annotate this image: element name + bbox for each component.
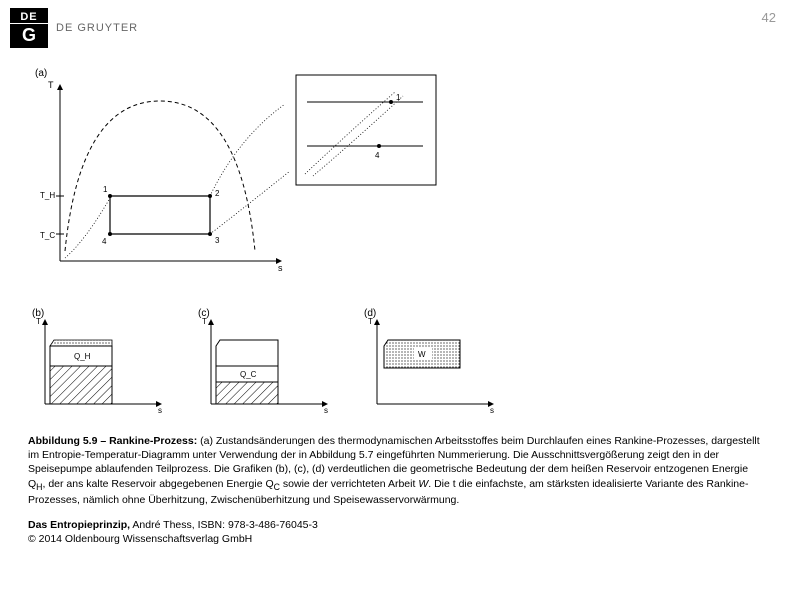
- plot-c-x-label: s: [324, 406, 328, 415]
- plot-d-x-label: s: [490, 406, 494, 415]
- caption-lead: Abbildung 5.9 – Rankine-Prozess:: [28, 435, 197, 447]
- point-3-label: 3: [215, 236, 220, 245]
- plot-b: (b) T s Q_H: [30, 306, 170, 416]
- plot-a-ytick-tc: T_C: [40, 231, 55, 240]
- caption-w-var: W: [418, 478, 428, 490]
- dotted-curve-3: [210, 171, 290, 234]
- point-4: [108, 232, 112, 236]
- plot-row: (b) T s Q_H (c) T s Q_C (d): [30, 306, 502, 416]
- inset-border: [296, 75, 436, 185]
- plot-a-y-label: T: [48, 80, 54, 90]
- plot-a-dome: [65, 101, 255, 251]
- plot-a-inset: 1 4: [295, 74, 440, 189]
- book-copyright: © 2014 Oldenbourg Wissenschaftsverlag Gm…: [28, 533, 252, 545]
- point-1-label: 1: [103, 185, 108, 194]
- plot-a: (a) T s T_H T_C 1 2 3 4: [30, 66, 290, 276]
- plot-a-label: (a): [35, 68, 47, 79]
- book-author: André Thess, ISBN: 978-3-486-76045-3: [130, 519, 318, 531]
- plot-d-w-label: W: [418, 350, 426, 359]
- plot-b-qh-label: Q_H: [74, 352, 91, 361]
- inset-dotted-2: [313, 96, 403, 176]
- plot-c-qc-label: Q_C: [240, 370, 257, 379]
- book-title: Das Entropieprinzip,: [28, 519, 130, 531]
- plot-b-x-label: s: [158, 406, 162, 415]
- plot-d-y-label: T: [368, 317, 373, 326]
- inset-point-1-label: 1: [396, 93, 401, 102]
- publisher-name: DE GRUYTER: [56, 22, 138, 34]
- plot-c-top-box: [216, 340, 278, 366]
- inset-point-4-label: 4: [375, 151, 380, 160]
- plot-a-ytick-th: T_H: [40, 191, 55, 200]
- inset-point-4: [377, 144, 381, 148]
- caption-body-2: , der ans kalte Reservoir abgegebenen En…: [43, 478, 274, 490]
- figure-caption: Abbildung 5.9 – Rankine-Prozess: (a) Zus…: [28, 434, 766, 508]
- figure-container: (a) T s T_H T_C 1 2 3 4: [30, 66, 590, 426]
- publisher-logo: DE G: [10, 8, 48, 48]
- point-2: [208, 194, 212, 198]
- page-number: 42: [762, 10, 776, 25]
- header: DE G DE GRUYTER: [0, 0, 794, 56]
- logo-g-text: G: [10, 23, 48, 46]
- footer-citation: Das Entropieprinzip, André Thess, ISBN: …: [28, 518, 766, 546]
- plot-b-hatch: [50, 366, 112, 404]
- plot-a-x-label: s: [278, 263, 283, 273]
- inset-dotted-1: [305, 92, 395, 174]
- caption-body-3: sowie der verrichteten Arbeit: [280, 478, 418, 490]
- point-3: [208, 232, 212, 236]
- plot-c-y-label: T: [202, 317, 207, 326]
- point-4-label: 4: [102, 237, 107, 246]
- plot-b-y-label: T: [36, 317, 41, 326]
- point-1: [108, 194, 112, 198]
- plot-b-top: [50, 340, 112, 346]
- point-2-label: 2: [215, 189, 220, 198]
- logo-de-text: DE: [20, 11, 37, 23]
- dotted-curve-2: [210, 104, 285, 196]
- plot-c-hatch: [216, 382, 278, 404]
- plot-c: (c) T s Q_C: [196, 306, 336, 416]
- plot-d: (d) T s W: [362, 306, 502, 416]
- inset-point-1: [389, 100, 393, 104]
